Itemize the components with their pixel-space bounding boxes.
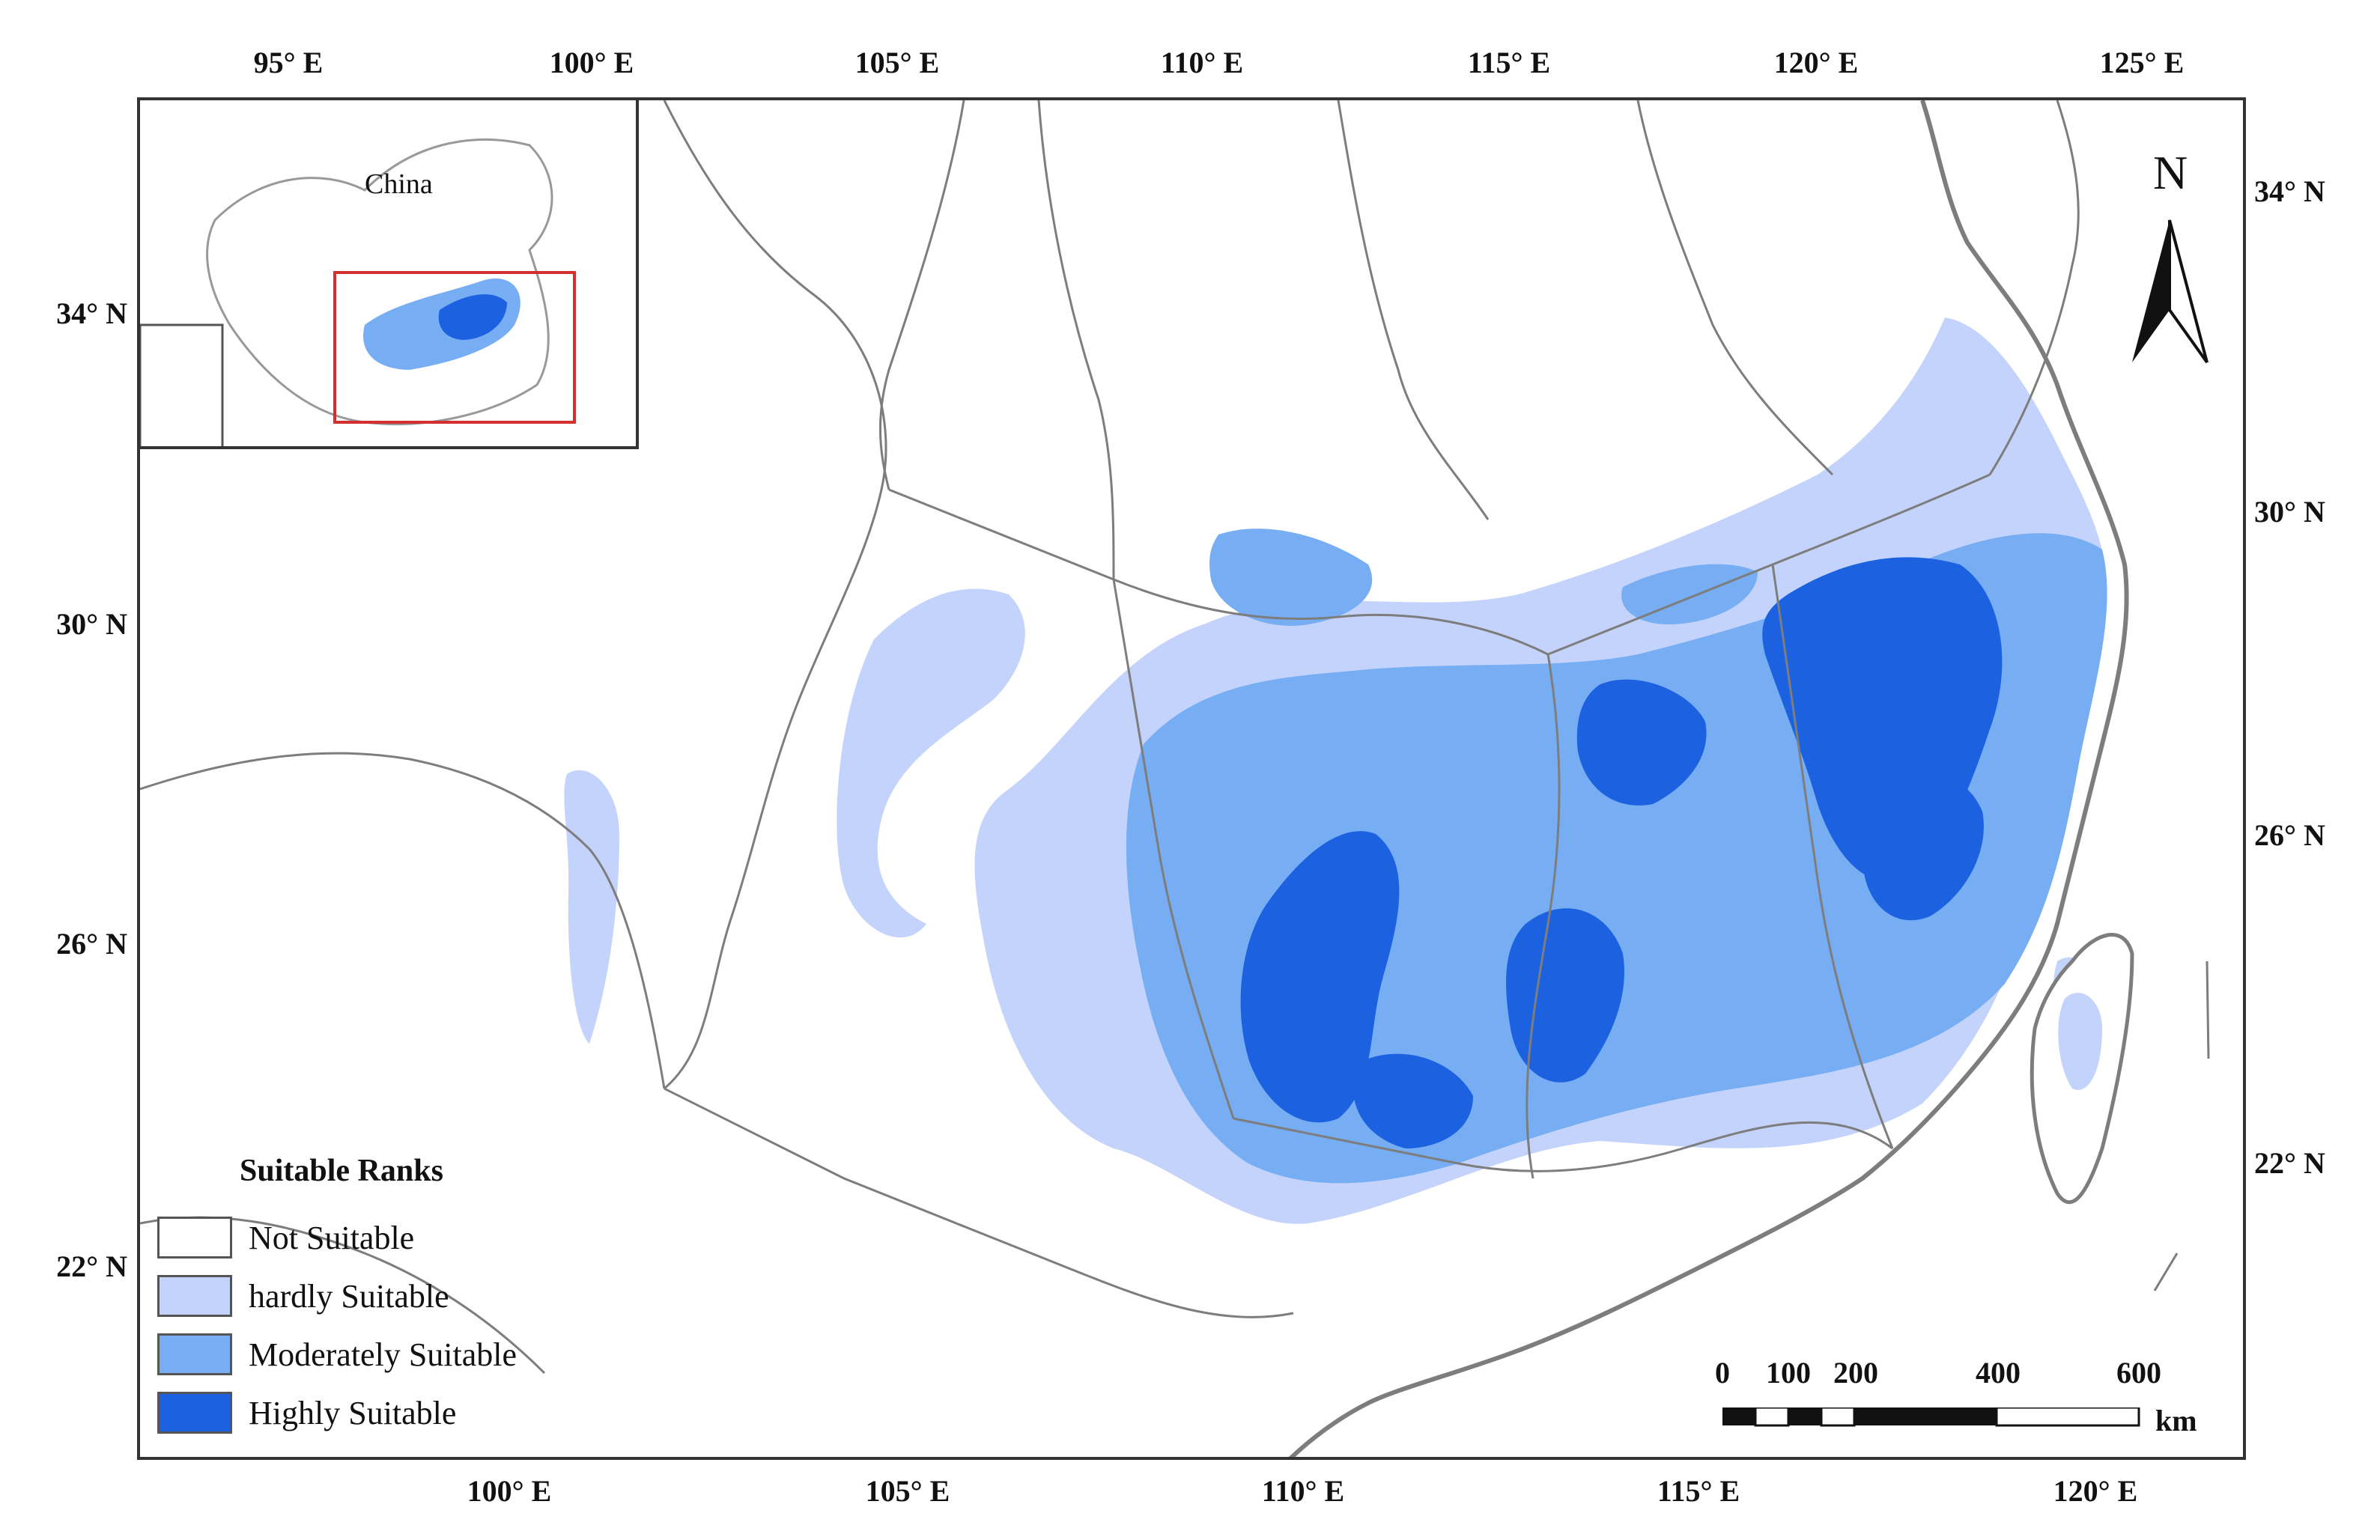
legend-item-not-suitable: Not Suitable [157,1208,517,1267]
inset-south-sea-box [140,323,224,446]
top-tick-110e: 110° E [1160,46,1244,79]
legend-swatch-not-suitable [157,1217,232,1259]
scale-unit: km [2155,1404,2197,1437]
north-arrow-icon [2132,219,2209,364]
scale-tick-0: 0 [1715,1356,1730,1390]
top-tick-125e: 125° E [2099,46,2185,79]
right-tick-26n: 26° N [2254,818,2325,852]
top-tick-100e: 100° E [549,46,634,79]
bottom-tick-110e: 110° E [1261,1474,1345,1508]
inset-high-area [438,294,507,340]
scale-tick-200: 200 [1833,1356,1878,1390]
dash-line-lower [2153,1253,2179,1291]
scale-tick-400: 400 [1976,1356,2021,1390]
legend-label-not-suitable: Not Suitable [249,1219,415,1256]
dash-line-upper [2206,961,2210,1059]
bottom-tick-120e: 120° E [2053,1474,2138,1508]
bottom-tick-105e: 105° E [865,1474,950,1508]
inset-label: China [365,168,433,200]
legend-label-hardly-suitable: hardly Suitable [249,1277,449,1315]
highly-suitable-layer [1240,557,2003,1148]
legend-item-hardly-suitable: hardly Suitable [157,1267,517,1325]
left-tick-26n: 26° N [56,927,127,961]
top-tick-95e: 95° E [253,46,324,79]
right-tick-22n: 22° N [2254,1146,2325,1180]
left-tick-34n: 34° N [56,296,127,330]
legend-swatch-highly-suitable [157,1392,232,1434]
legend-swatch-moderately-suitable [157,1333,232,1375]
scale-tick-600: 600 [2116,1356,2161,1390]
inset-canvas [140,139,576,446]
taiwan-island [2030,933,2134,1205]
top-tick-115e: 115° E [1467,46,1551,79]
coastline [1288,100,2129,1457]
north-label: N [2153,146,2188,199]
bottom-tick-115e: 115° E [1657,1474,1740,1508]
scale-bar-graphic [1722,1407,2140,1427]
legend-label-moderately-suitable: Moderately Suitable [249,1336,517,1373]
right-tick-30n: 30° N [2254,495,2325,529]
inset-extent-box [333,271,576,424]
legend-swatch-hardly-suitable [157,1275,232,1317]
legend-title: Suitable Ranks [240,1154,443,1188]
inset-map: China [137,97,639,449]
top-tick-105e: 105° E [854,46,940,79]
scale-bar: 0 100 200 400 600 km [1715,1355,2197,1445]
top-tick-120e: 120° E [1773,46,1859,79]
legend-item-moderately-suitable: Moderately Suitable [157,1325,517,1384]
right-tick-34n: 34° N [2254,174,2325,208]
map-canvas [140,100,2210,1457]
bottom-tick-100e: 100° E [467,1474,552,1508]
legend-label-highly-suitable: Highly Suitable [249,1394,457,1431]
province-boundaries [140,100,2080,1375]
left-tick-22n: 22° N [56,1250,127,1283]
scale-tick-100: 100 [1766,1356,1811,1390]
left-tick-30n: 30° N [56,607,127,641]
legend-item-highly-suitable: Highly Suitable [157,1384,517,1442]
map-frame: N [137,97,2246,1460]
legend: Suitable Ranks Not Suitable hardly Suita… [157,1153,517,1442]
